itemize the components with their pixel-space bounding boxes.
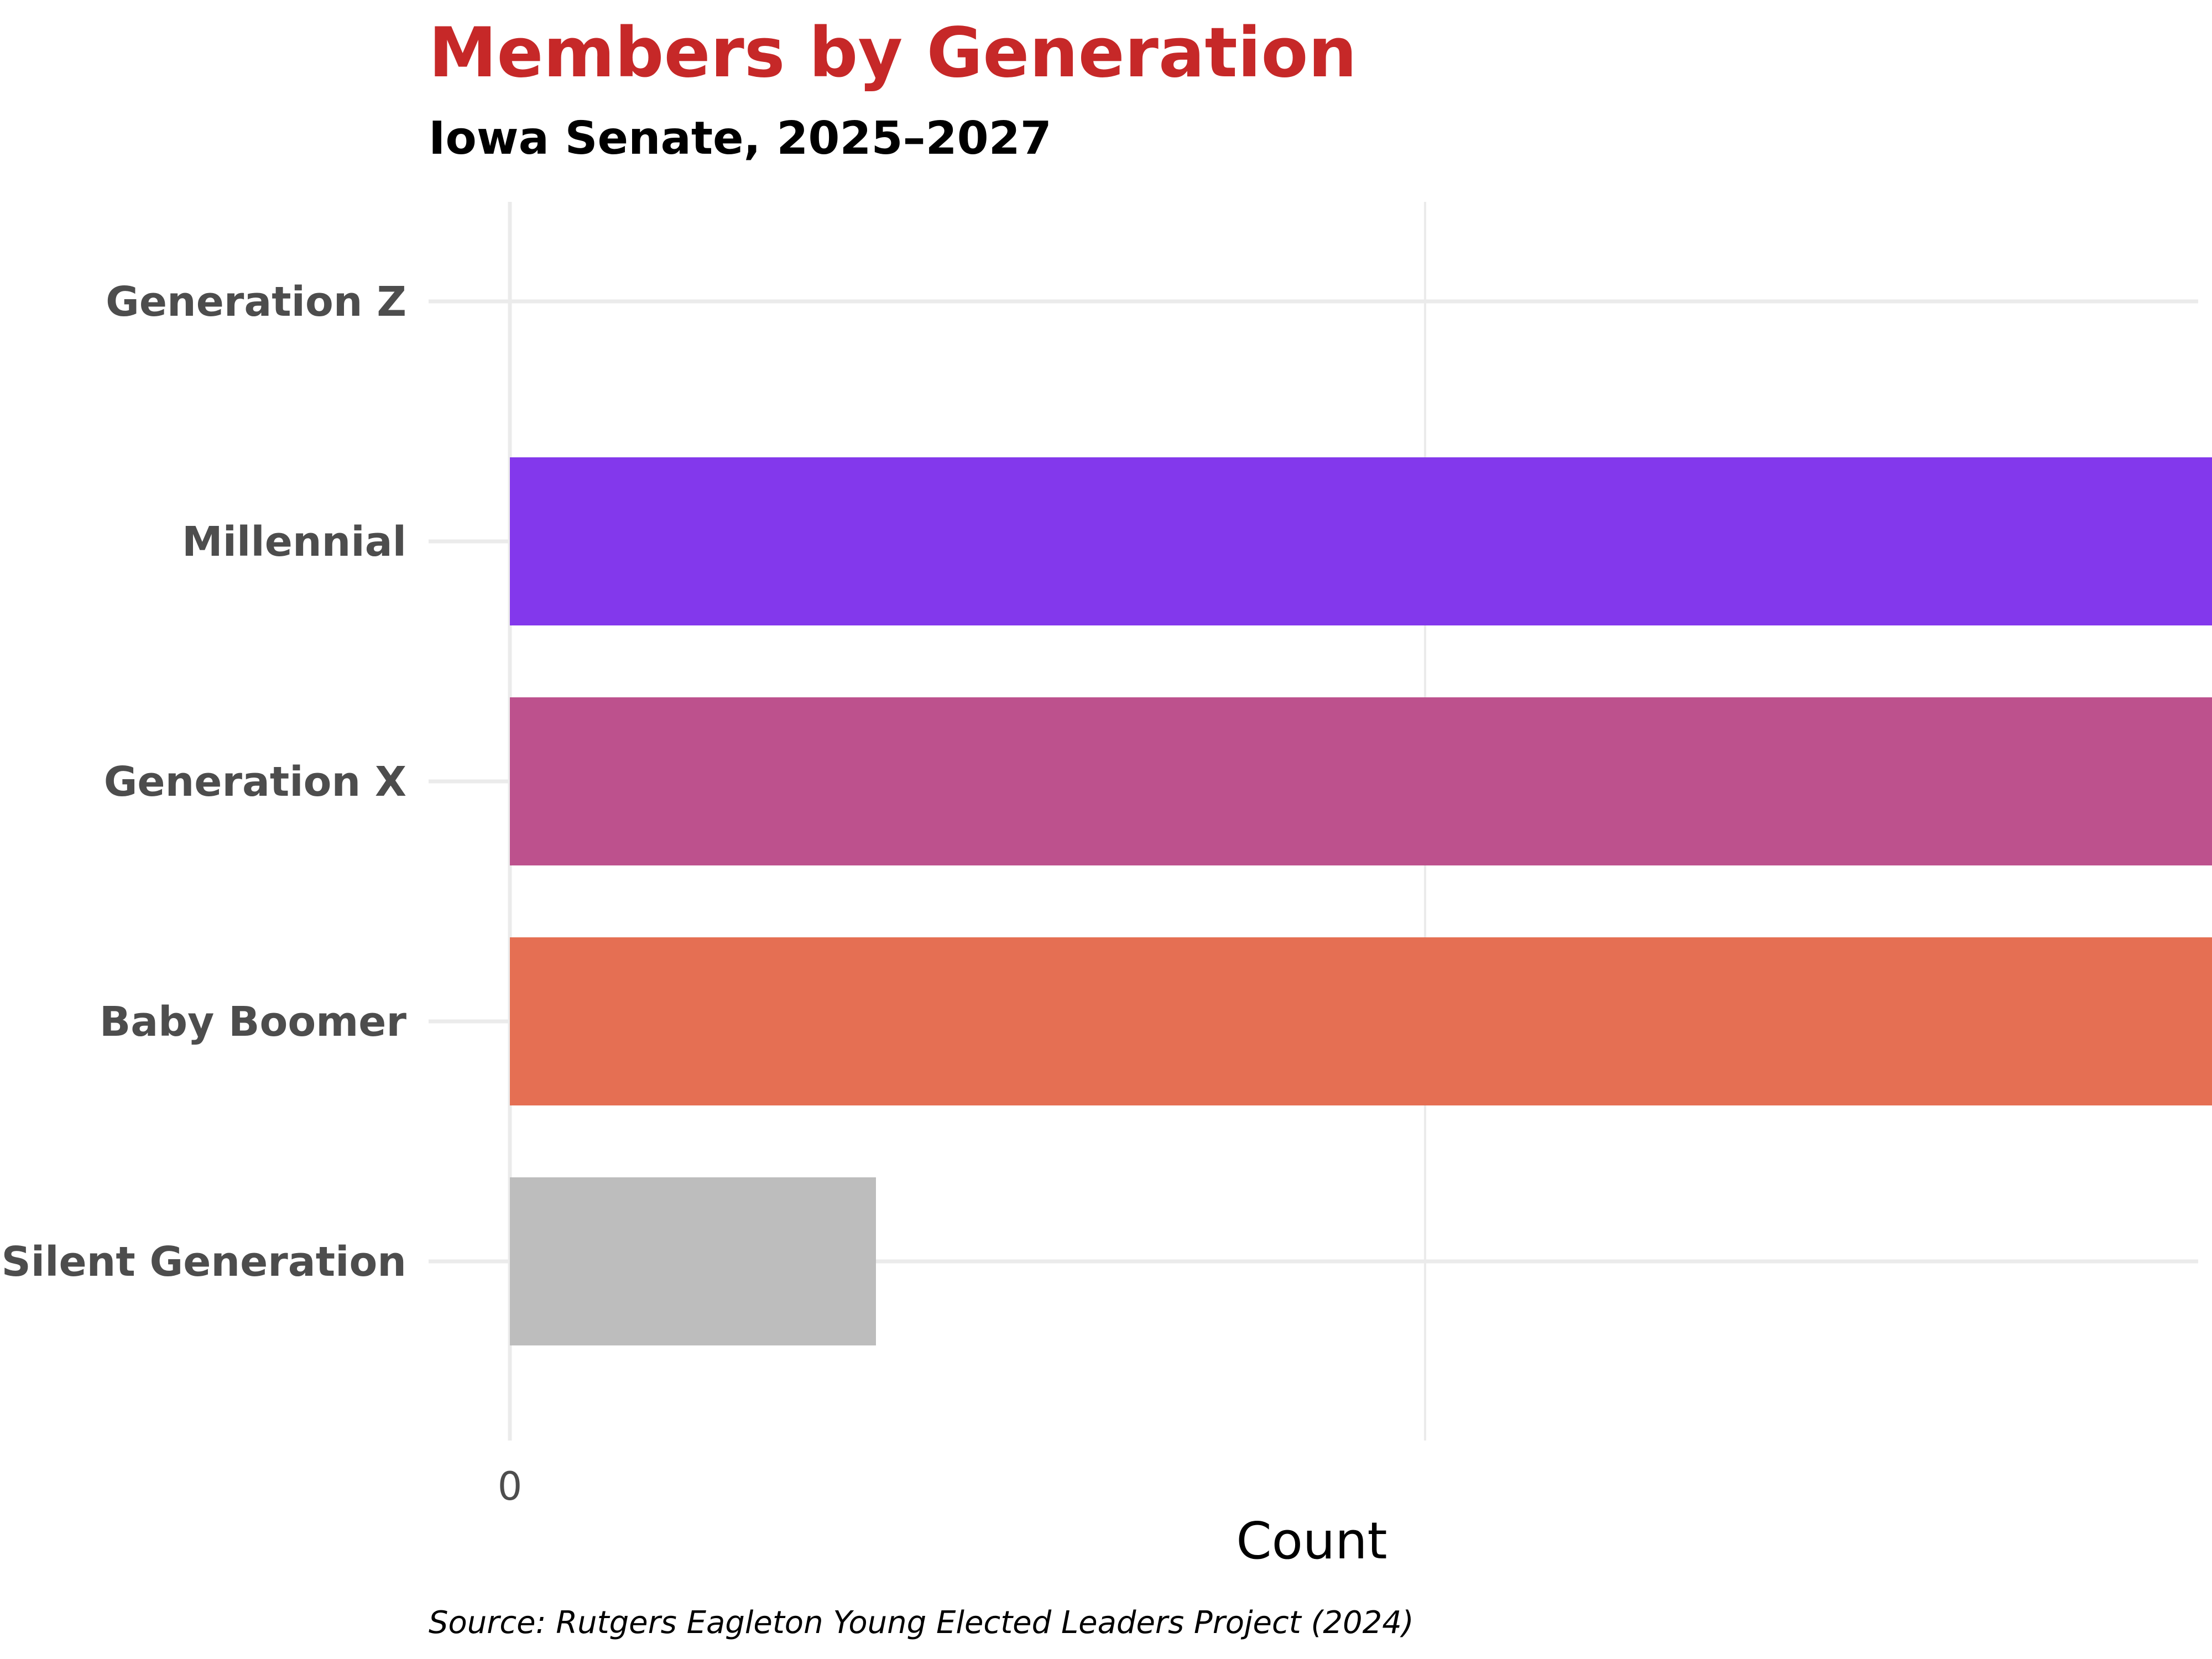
category-label: Baby Boomer [100,998,407,1046]
category-labels: Generation Z Millennial Generation X Baby B… [1,278,406,1286]
bar-generation-x [510,697,2212,865]
category-label: Silent Generation [1,1238,406,1286]
chart-subtitle: Iowa Senate, 2025–2027 [429,112,1052,165]
x-axis-title: Count [1236,1511,1387,1571]
x-tick-labels: 05101520 [498,1464,523,1509]
source-caption: Source: Rutgers Eagleton Young Elected L… [429,1605,1414,1641]
bar-silent-generation [510,1177,876,1345]
bars [510,457,2212,1345]
bar-baby-boomer [510,937,2212,1105]
category-label: Millennial [182,518,406,566]
bar-millennial [510,457,2212,625]
chart-title: Members by Generation [429,13,1357,93]
x-tick-label: 0 [498,1464,523,1509]
category-label: Generation X [104,758,406,806]
category-label: Generation Z [106,278,406,326]
